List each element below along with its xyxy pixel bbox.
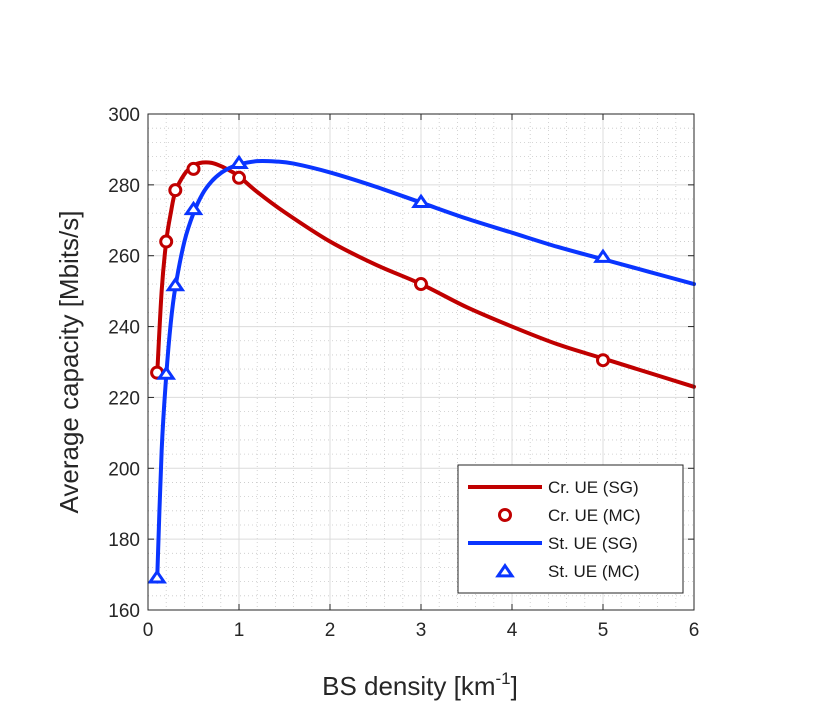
y-tick-label: 180	[108, 530, 140, 551]
y-tick-label: 300	[108, 105, 140, 126]
data-point-st-ue-mc	[593, 248, 613, 263]
data-point-st-ue-mc	[147, 569, 167, 584]
y-tick-label: 200	[108, 459, 140, 480]
data-point-cr-ue-mc	[186, 161, 201, 176]
x-tick-label: 2	[325, 620, 336, 641]
data-point-cr-ue-mc	[596, 353, 610, 368]
x-tick-label: 3	[416, 620, 427, 641]
x-axis-title: BS density [km-1]	[322, 669, 518, 701]
data-point-st-ue-mc	[229, 154, 249, 170]
data-point-st-ue-mc	[165, 276, 186, 292]
data-point-cr-ue-mc	[232, 170, 246, 185]
x-tick-label: 4	[507, 620, 518, 641]
x-tick-label: 5	[598, 620, 609, 641]
y-tick-label: 280	[108, 176, 140, 197]
y-tick-label: 260	[108, 247, 140, 268]
data-point-cr-ue-mc	[414, 277, 428, 292]
legend-label-st-ue-mc: St. UE (MC)	[548, 562, 640, 581]
plot-area	[147, 154, 696, 584]
y-tick-label: 240	[108, 318, 140, 339]
data-point-st-ue-mc	[156, 365, 177, 380]
legend-swatch-st-ue-mc	[495, 563, 515, 578]
data-point-cr-ue-mc	[159, 234, 174, 249]
axes-frame	[147, 113, 695, 611]
data-point-st-ue-mc	[183, 200, 204, 216]
x-tick-label: 0	[143, 620, 154, 641]
data-point-cr-ue-mc	[168, 183, 183, 198]
x-tick-label: 1	[234, 620, 245, 641]
data-point-st-ue-mc	[411, 193, 431, 208]
legend-label-st-ue-sg: St. UE (SG)	[548, 534, 638, 553]
tick-labels: 0 1 2 3 4 5 6 160 180 200 220 240 260 280 300	[108, 105, 699, 641]
legend-swatch-cr-ue-mc	[498, 508, 512, 522]
legend-label-cr-ue-mc: Cr. UE (MC)	[548, 506, 641, 525]
y-tick-label: 220	[108, 388, 140, 409]
legend-label-cr-ue-sg: Cr. UE (SG)	[548, 478, 639, 497]
legend: Cr. UE (SG) Cr. UE (MC) St. UE (SG) St. UE …	[457, 464, 684, 594]
y-axis-title: Average capacity [Mbits/s]	[54, 211, 84, 514]
y-tick-label: 160	[108, 601, 140, 622]
x-tick-label: 6	[689, 620, 700, 641]
